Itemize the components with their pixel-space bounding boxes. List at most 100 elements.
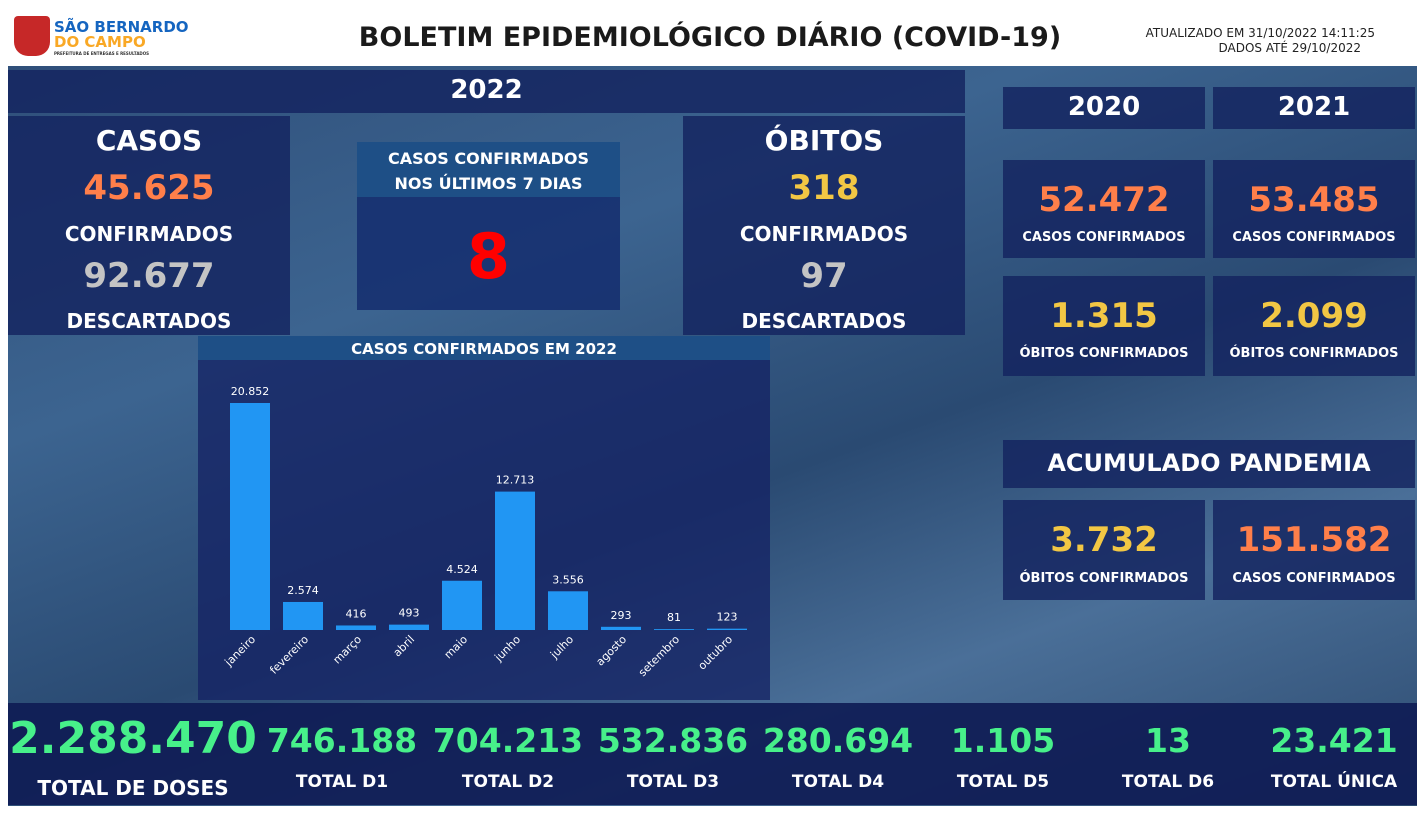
deaths-panel: ÓBITOS 318 CONFIRMADOS 97 DESCARTADOS <box>683 116 965 335</box>
vaccination-label: TOTAL D3 <box>626 772 720 792</box>
pandemic-title: ACUMULADO PANDEMIA <box>1047 449 1371 477</box>
year-title: 2022 <box>450 75 523 105</box>
vaccination-label: TOTAL D6 <box>1121 772 1215 792</box>
x-tick-label: julho <box>547 633 576 662</box>
vaccination-label: TOTAL D4 <box>791 772 885 792</box>
bar-label: 20.852 <box>231 385 270 398</box>
bar <box>389 624 429 630</box>
vaccination-value: 13 <box>1145 721 1191 760</box>
bar-label: 12.713 <box>496 474 535 487</box>
bar <box>548 591 588 630</box>
bar-label: 4.524 <box>446 563 478 576</box>
bar-chart: 20.852 janeiro 2.574 fevereiro 416 março 493 ab… <box>222 385 747 679</box>
cases-discarded-label: DESCARTADOS <box>66 309 232 333</box>
y2021-deaths-label: ÓBITOS CONFIRMADOS <box>1229 346 1399 361</box>
last7-value: 8 <box>466 220 511 293</box>
y2021-cases: 53.485 CASOS CONFIRMADOS <box>1213 160 1415 258</box>
bar <box>707 628 747 630</box>
vaccination-label: TOTAL D2 <box>461 772 555 792</box>
x-tick-label: março <box>331 633 365 667</box>
y2020-cases-value: 52.472 <box>1038 180 1170 220</box>
y2020-cases: 52.472 CASOS CONFIRMADOS <box>1003 160 1205 258</box>
bar <box>495 491 535 630</box>
x-tick-label: junho <box>492 633 524 665</box>
bar <box>230 403 270 630</box>
vaccination-label: TOTAL D5 <box>956 772 1050 792</box>
vaccination-value: 23.421 <box>1270 721 1398 760</box>
x-tick-label: fevereiro <box>267 633 311 677</box>
pandemic-deaths: 3.732 ÓBITOS CONFIRMADOS <box>1003 500 1205 600</box>
vaccination-value: 1.105 <box>950 721 1056 760</box>
bar-label: 2.574 <box>287 584 319 597</box>
y2021-title: 2021 <box>1277 92 1351 122</box>
x-tick-label: maio <box>442 633 471 662</box>
vaccination-label: TOTAL ÚNICA <box>1270 772 1398 792</box>
y2021-header: 2021 <box>1213 87 1415 129</box>
vaccination-value: 2.288.470 <box>9 713 257 764</box>
vaccination-value: 532.836 <box>597 721 749 760</box>
x-tick-label: setembro <box>636 633 682 679</box>
pandemic-deaths-label: ÓBITOS CONFIRMADOS <box>1019 571 1189 586</box>
bar-label: 3.556 <box>552 573 584 586</box>
logo-line2: DO CAMPO <box>54 33 146 51</box>
cases-title: CASOS <box>95 124 203 157</box>
deaths-discarded: 97 <box>800 256 848 296</box>
cases-panel: CASOS 45.625 CONFIRMADOS 92.677 DESCARTA… <box>8 116 290 335</box>
bar <box>336 625 376 630</box>
last7-title: CASOS CONFIRMADOS NOS ÚLTIMOS 7 DIAS <box>388 149 589 193</box>
y2021-cases-label: CASOS CONFIRMADOS <box>1232 230 1396 245</box>
y2020-header: 2020 <box>1003 87 1205 129</box>
chart-header <box>198 336 770 360</box>
cases-confirmed: 45.625 <box>83 168 215 208</box>
y2021-deaths-value: 2.099 <box>1260 296 1368 336</box>
page-title: BOLETIM EPIDEMIOLÓGICO DIÁRIO (COVID-19) <box>358 22 1062 53</box>
vaccination-value: 280.694 <box>762 721 914 760</box>
y2020-deaths-label: ÓBITOS CONFIRMADOS <box>1019 346 1189 361</box>
pandemic-cases-label: CASOS CONFIRMADOS <box>1232 571 1396 586</box>
y2020-cases-label: CASOS CONFIRMADOS <box>1022 230 1186 245</box>
logo-sub: PREFEITURA DE ENTREGAS E RESULTADOS <box>54 51 150 56</box>
cases-discarded: 92.677 <box>83 256 215 296</box>
y2020-deaths-value: 1.315 <box>1050 296 1158 336</box>
vaccination-value: 704.213 <box>432 721 584 760</box>
bar <box>601 626 641 630</box>
y2020-deaths: 1.315 ÓBITOS CONFIRMADOS <box>1003 276 1205 376</box>
chart-panel: CASOS CONFIRMADOS EM 2022 20.852 janeiro 2… <box>198 336 770 700</box>
x-tick-label: outubro <box>696 633 736 673</box>
bar-label: 123 <box>717 611 738 624</box>
logo-line1: SÃO BERNARDO <box>54 18 189 36</box>
year-header: 2022 <box>8 70 965 113</box>
logo-crest <box>14 16 50 56</box>
last7-header <box>357 142 620 197</box>
cases-confirmed-label: CONFIRMADOS <box>64 222 234 246</box>
pandemic-header: ACUMULADO PANDEMIA <box>1003 440 1415 488</box>
bar-label: 81 <box>667 611 681 624</box>
deaths-confirmed-label: CONFIRMADOS <box>739 222 909 246</box>
x-tick-label: agosto <box>594 633 630 669</box>
bar <box>654 629 694 630</box>
deaths-title: ÓBITOS <box>764 124 884 157</box>
bar-label: 293 <box>611 609 632 622</box>
vaccination-label: TOTAL DE DOSES <box>37 776 229 800</box>
deaths-confirmed: 318 <box>788 168 860 208</box>
y2021-deaths: 2.099 ÓBITOS CONFIRMADOS <box>1213 276 1415 376</box>
y2021-cases-value: 53.485 <box>1248 180 1380 220</box>
updated: ATUALIZADO EM 31/10/2022 14:11:25 <box>1145 26 1375 40</box>
pandemic-cases-value: 151.582 <box>1236 520 1392 560</box>
bar <box>442 580 482 630</box>
deaths-discarded-label: DESCARTADOS <box>741 309 907 333</box>
x-tick-label: janeiro <box>222 633 259 670</box>
bar-label: 493 <box>399 607 420 620</box>
vaccination-label: TOTAL D1 <box>295 772 389 792</box>
x-tick-label: abril <box>391 633 417 659</box>
vaccination-bar: 2.288.470 TOTAL DE DOSES 746.188 TOTAL D1 70… <box>8 703 1417 805</box>
data-until: DADOS ATÉ 29/10/2022 <box>1218 41 1361 55</box>
pandemic-cases: 151.582 CASOS CONFIRMADOS <box>1213 500 1415 600</box>
chart-title: CASOS CONFIRMADOS EM 2022 <box>351 340 617 358</box>
y2020-title: 2020 <box>1067 92 1141 122</box>
bar <box>283 601 323 630</box>
vaccination-value: 746.188 <box>266 721 418 760</box>
last7-panel: CASOS CONFIRMADOS NOS ÚLTIMOS 7 DIAS 8 <box>357 142 620 310</box>
bar-label: 416 <box>346 607 367 620</box>
